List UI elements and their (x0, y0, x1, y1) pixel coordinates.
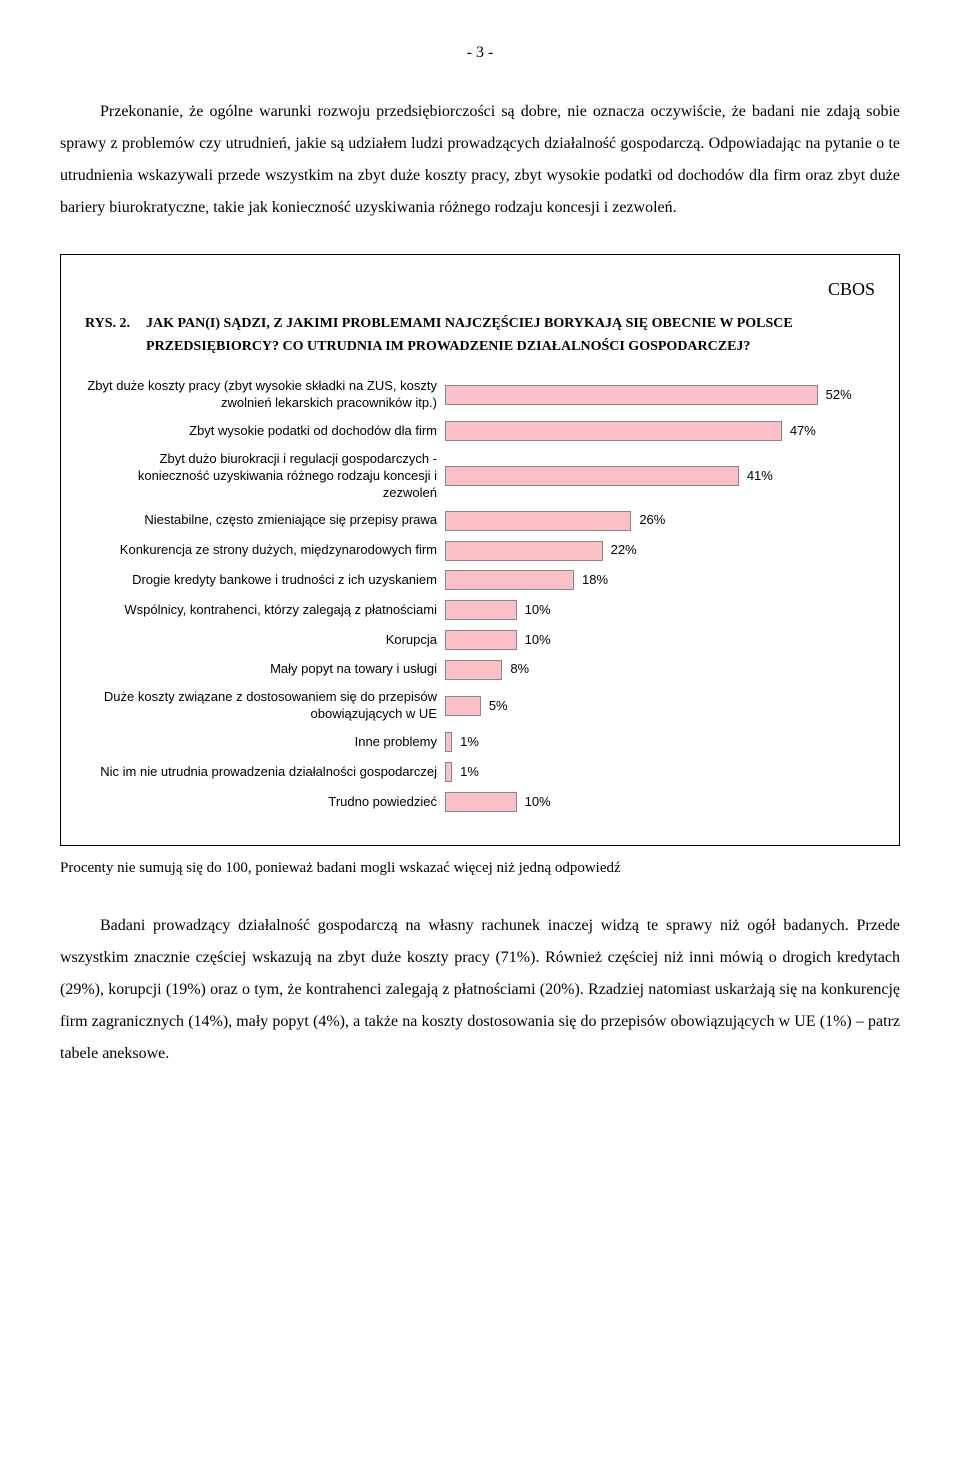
bar-row: Zbyt wysokie podatki od dochodów dla fir… (85, 421, 875, 442)
bar-label: Wspólnicy, kontrahenci, którzy zalegają … (85, 602, 445, 619)
bar (445, 385, 818, 405)
bar-value: 26% (631, 510, 665, 531)
chart-footnote: Procenty nie sumują się do 100, ponieważ… (60, 856, 900, 880)
bar-value: 18% (574, 570, 608, 591)
bar-row: Inne problemy 1% (85, 732, 875, 753)
bar-label: Inne problemy (85, 734, 445, 751)
bar-label: Korupcja (85, 632, 445, 649)
bar-area: 47% (445, 421, 875, 442)
bar-value: 10% (517, 792, 551, 813)
bar-label: Nic im nie utrudnia prowadzenia działaln… (85, 764, 445, 781)
bar (445, 762, 452, 782)
bar-label: Niestabilne, często zmieniające się prze… (85, 512, 445, 529)
bar-row: Zbyt dużo biurokracji i regulacji gospod… (85, 451, 875, 502)
bar-area: 8% (445, 659, 875, 680)
bar-row: Konkurencja ze strony dużych, międzynaro… (85, 540, 875, 561)
bar (445, 660, 502, 680)
bar-area: 1% (445, 762, 875, 783)
bar-value: 8% (502, 659, 529, 680)
bar (445, 421, 782, 441)
chart-container: CBOS RYS. 2. JAK PAN(I) SĄDZI, Z JAKIMI … (60, 254, 900, 847)
bar-area: 1% (445, 732, 875, 753)
bar (445, 732, 452, 752)
chart-title-prefix: RYS. 2. (85, 313, 146, 358)
bar-value: 1% (452, 732, 479, 753)
bar-row: Zbyt duże koszty pracy (zbyt wysokie skł… (85, 378, 875, 412)
bar-label: Zbyt duże koszty pracy (zbyt wysokie skł… (85, 378, 445, 412)
bar-label: Konkurencja ze strony dużych, międzynaro… (85, 542, 445, 559)
bar-area: 18% (445, 570, 875, 591)
bar-area: 10% (445, 600, 875, 621)
bar-value: 10% (517, 600, 551, 621)
bar-chart: Zbyt duże koszty pracy (zbyt wysokie skł… (85, 378, 875, 812)
bar-row: Nic im nie utrudnia prowadzenia działaln… (85, 762, 875, 783)
bar-label: Zbyt dużo biurokracji i regulacji gospod… (85, 451, 445, 502)
bar-row: Wspólnicy, kontrahenci, którzy zalegają … (85, 600, 875, 621)
bar (445, 600, 517, 620)
chart-title: JAK PAN(I) SĄDZI, Z JAKIMI PROBLEMAMI NA… (146, 313, 875, 358)
bar-area: 10% (445, 630, 875, 651)
bar-value: 41% (739, 466, 773, 487)
bar-row: Drogie kredyty bankowe i trudności z ich… (85, 570, 875, 591)
bar-value: 22% (603, 540, 637, 561)
bar-row: Niestabilne, często zmieniające się prze… (85, 510, 875, 531)
bar-label: Trudno powiedzieć (85, 794, 445, 811)
bar-area: 41% (445, 466, 875, 487)
page-number: - 3 - (60, 40, 900, 66)
bar (445, 696, 481, 716)
bar-area: 22% (445, 540, 875, 561)
bar-label: Zbyt wysokie podatki od dochodów dla fir… (85, 423, 445, 440)
bar-value: 52% (818, 385, 852, 406)
chart-title-row: RYS. 2. JAK PAN(I) SĄDZI, Z JAKIMI PROBL… (85, 313, 875, 358)
bar (445, 570, 574, 590)
intro-paragraph: Przekonanie, że ogólne warunki rozwoju p… (60, 96, 900, 224)
bar-area: 26% (445, 510, 875, 531)
bar-value: 10% (517, 630, 551, 651)
bar-row: Mały popyt na towary i usługi 8% (85, 659, 875, 680)
bar-value: 5% (481, 696, 508, 717)
closing-paragraph: Badani prowadzący działalność gospodarcz… (60, 910, 900, 1070)
bar-row: Trudno powiedzieć 10% (85, 792, 875, 813)
bar-value: 47% (782, 421, 816, 442)
bar-row: Korupcja 10% (85, 630, 875, 651)
bar (445, 630, 517, 650)
bar-area: 5% (445, 696, 875, 717)
bar-label: Duże koszty związane z dostosowaniem się… (85, 689, 445, 723)
bar-row: Duże koszty związane z dostosowaniem się… (85, 689, 875, 723)
cbos-label: CBOS (85, 275, 875, 304)
bar-label: Drogie kredyty bankowe i trudności z ich… (85, 572, 445, 589)
bar-value: 1% (452, 762, 479, 783)
bar (445, 511, 631, 531)
bar (445, 466, 739, 486)
bar (445, 541, 603, 561)
bar (445, 792, 517, 812)
bar-label: Mały popyt na towary i usługi (85, 661, 445, 678)
bar-area: 10% (445, 792, 875, 813)
bar-area: 52% (445, 385, 875, 406)
